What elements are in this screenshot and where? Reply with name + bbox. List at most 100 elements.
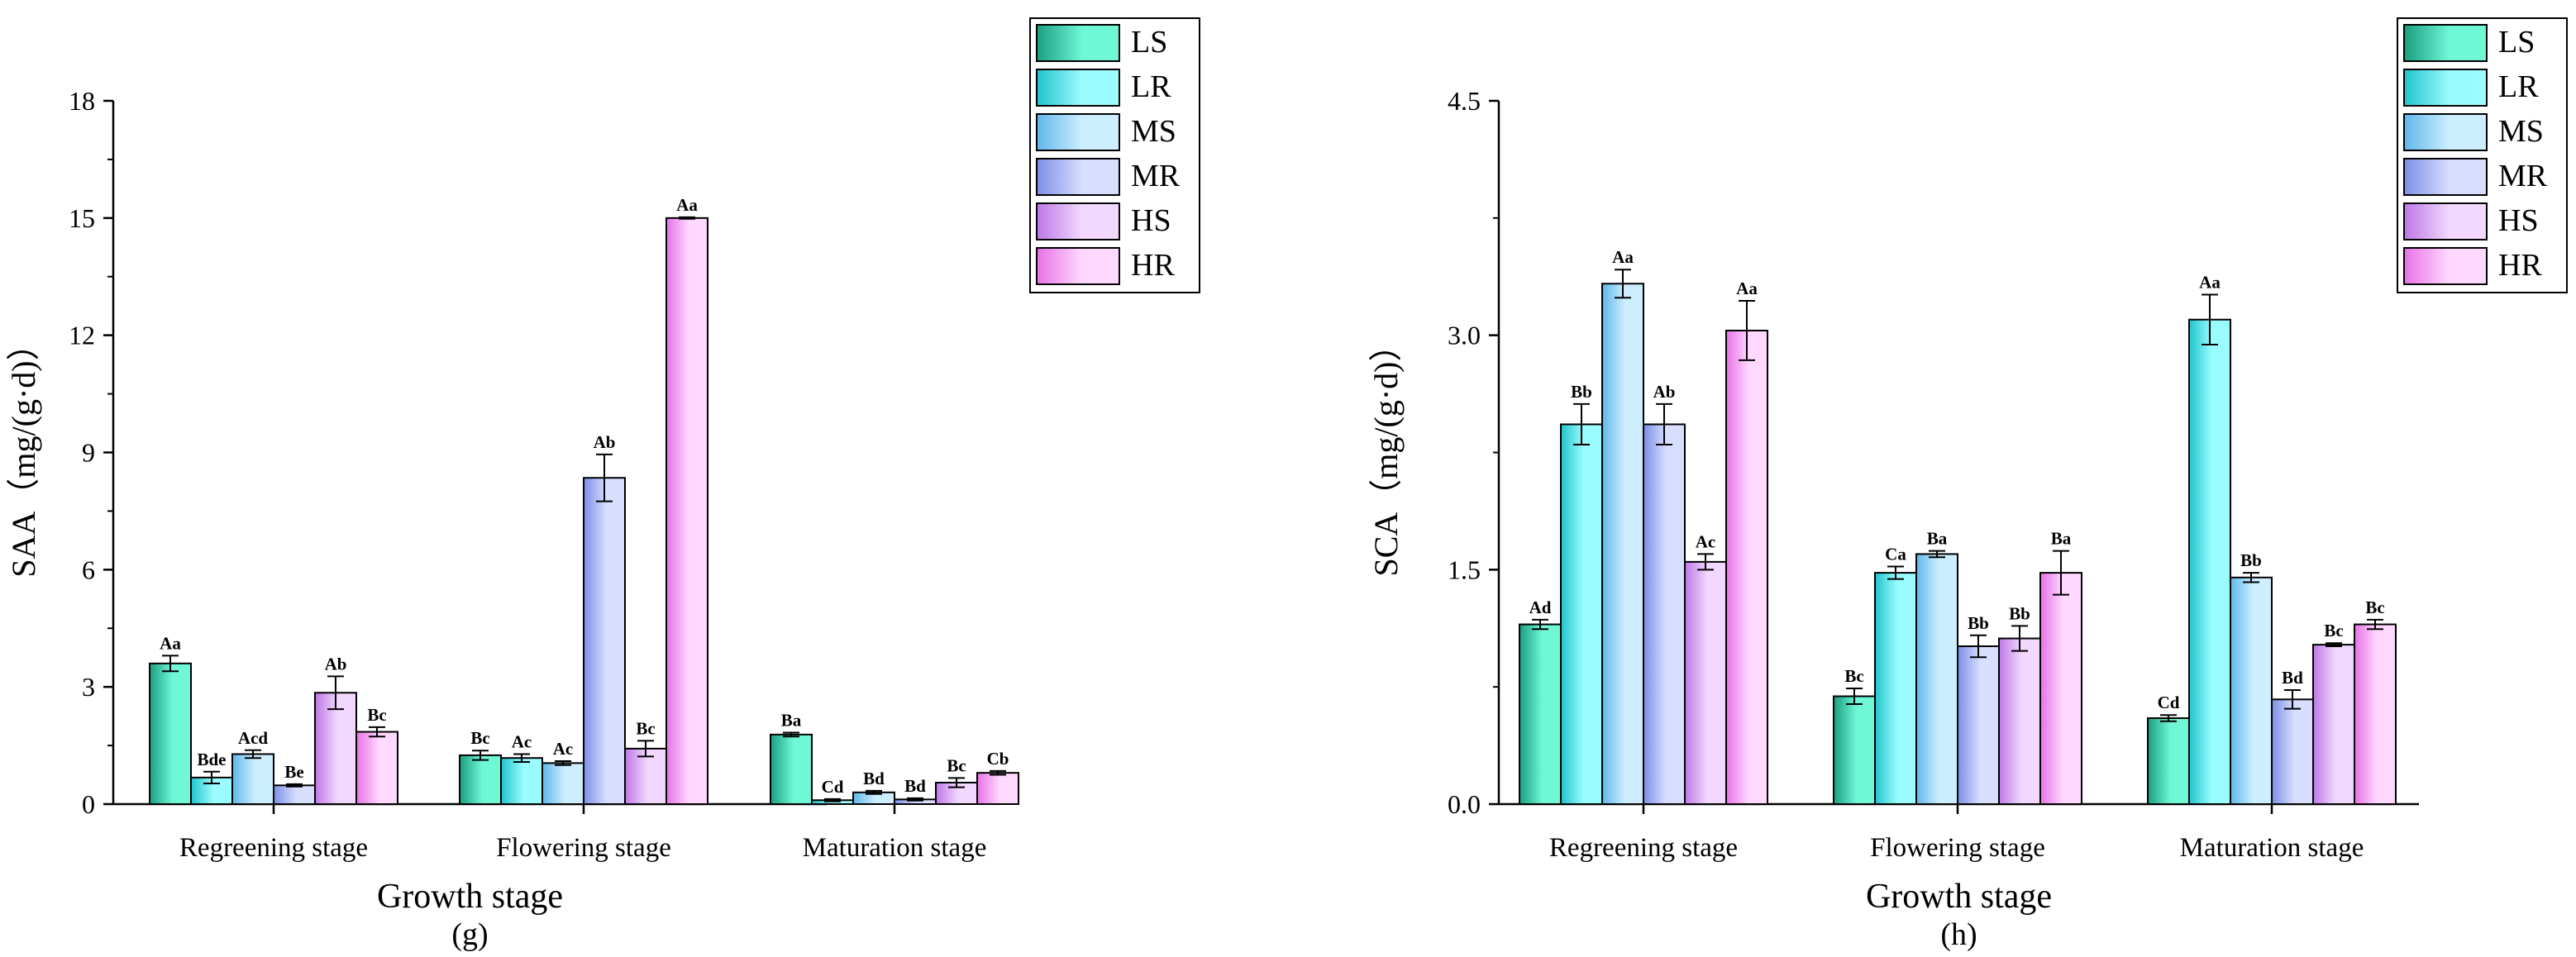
x-tick-label: Flowering stage bbox=[496, 833, 671, 863]
legend-swatch-hr bbox=[2403, 247, 2488, 285]
significance-label: Bc bbox=[636, 718, 655, 738]
significance-label: Bb bbox=[2009, 603, 2030, 623]
bar-hs bbox=[1998, 637, 2041, 806]
bar-mr bbox=[2271, 698, 2314, 805]
y-axis-title: SAA（mg/(g·d)） bbox=[5, 327, 42, 577]
bar-mr bbox=[1643, 423, 1686, 806]
significance-label: Bd bbox=[863, 769, 885, 788]
legend-label-hr: HR bbox=[1131, 248, 1175, 283]
x-tick-label: Regreening stage bbox=[1549, 833, 1738, 863]
legend-swatch-ls bbox=[1036, 24, 1120, 62]
chart-panel-h: 0.0 1.5 3.0 4.5 Regreening stage Flowering st… bbox=[1367, 17, 2568, 952]
bar-hr bbox=[355, 731, 398, 806]
legend-label-lr: LR bbox=[1131, 69, 1171, 104]
legend-label-lr: LR bbox=[2498, 69, 2539, 104]
significance-label: Bde bbox=[197, 750, 226, 769]
y-tick-label: 3 bbox=[82, 672, 95, 702]
legend-label-mr: MR bbox=[2498, 159, 2548, 193]
bar-ls bbox=[770, 733, 813, 806]
bar-ms bbox=[541, 762, 584, 806]
legend-swatch-hr bbox=[1036, 247, 1120, 285]
significance-label: Ca bbox=[1885, 545, 1906, 564]
legend-box bbox=[2397, 17, 2568, 293]
significance-label: Bd bbox=[904, 776, 926, 796]
significance-label: Ba bbox=[2051, 529, 2072, 549]
x-axis-title: Growth stage bbox=[1866, 878, 2052, 916]
significance-label: Ba bbox=[1927, 529, 1948, 549]
legend-label-ms: MS bbox=[1131, 114, 1176, 149]
significance-label: Cd bbox=[822, 777, 844, 797]
significance-label: Acd bbox=[238, 728, 268, 748]
legend-swatch-ms bbox=[2403, 113, 2488, 151]
bar-hs bbox=[1684, 560, 1727, 806]
significance-label: Ac bbox=[512, 731, 532, 751]
bar-hr bbox=[2354, 623, 2397, 805]
bar-hr bbox=[2039, 572, 2082, 805]
bar-ms bbox=[1601, 283, 1644, 805]
significance-label: Bb bbox=[1968, 613, 1989, 633]
significance-label: Ab bbox=[594, 432, 616, 452]
significance-label: Bb bbox=[1571, 382, 1592, 402]
x-tick-label: Flowering stage bbox=[1870, 833, 2045, 863]
bar-mr bbox=[273, 784, 316, 805]
legend-label-ls: LS bbox=[2498, 25, 2535, 60]
significance-label: Bd bbox=[2282, 668, 2303, 688]
significance-label: Cb bbox=[987, 749, 1009, 769]
y-tick-label: 9 bbox=[82, 438, 95, 468]
significance-label: Bc bbox=[367, 705, 386, 725]
legend-swatch-ms bbox=[1036, 113, 1120, 151]
significance-label: Aa bbox=[676, 195, 698, 215]
significance-label: Aa bbox=[2199, 272, 2221, 292]
bar-lr bbox=[500, 757, 543, 805]
bar-hr bbox=[976, 772, 1019, 806]
bar-mr bbox=[583, 477, 626, 805]
significance-label: Ac bbox=[1696, 531, 1716, 551]
significance-label: Bc bbox=[470, 728, 489, 748]
bar-ms bbox=[231, 753, 274, 805]
significance-label: Ba bbox=[781, 710, 802, 730]
y-tick-label: 6 bbox=[82, 555, 95, 584]
significance-label: Ab bbox=[1653, 382, 1676, 402]
y-axis-title: SCA（mg/(g·d)） bbox=[1367, 329, 1405, 577]
y-tick-label: 1.5 bbox=[1448, 555, 1481, 584]
bar-ms bbox=[1915, 553, 1958, 806]
bar-lr bbox=[1874, 572, 1917, 805]
significance-label: Bc bbox=[1844, 666, 1863, 686]
y-tick-label: 12 bbox=[69, 321, 95, 350]
y-tick-label: 18 bbox=[69, 86, 95, 116]
x-tick-label: Maturation stage bbox=[2180, 833, 2364, 863]
significance-label: Cd bbox=[2158, 693, 2180, 712]
legend-label-ms: MS bbox=[2498, 114, 2544, 149]
bar-ls bbox=[2147, 717, 2190, 805]
legend-label-mr: MR bbox=[1131, 159, 1181, 193]
bar-hr bbox=[665, 217, 708, 806]
significance-label: Aa bbox=[1612, 247, 1634, 267]
y-tick-label: 15 bbox=[69, 203, 95, 233]
legend-swatch-lr bbox=[1036, 69, 1120, 107]
significance-label: Ad bbox=[1529, 598, 1552, 617]
legend-swatch-ls bbox=[2403, 24, 2488, 62]
bar-hs bbox=[2312, 644, 2355, 806]
significance-label: Ac bbox=[553, 739, 574, 759]
legend-swatch-mr bbox=[1036, 158, 1120, 196]
y-tick-label: 0 bbox=[82, 789, 95, 819]
bar-lr bbox=[2188, 318, 2231, 805]
bar-ms bbox=[2230, 576, 2273, 805]
x-tick-label: Regreening stage bbox=[179, 833, 368, 863]
significance-label: Be bbox=[284, 762, 303, 782]
bar-ls bbox=[1833, 695, 1876, 805]
y-tick-label: 0.0 bbox=[1448, 789, 1481, 819]
significance-label: Ab bbox=[325, 654, 347, 674]
significance-label: Bc bbox=[2324, 621, 2343, 640]
significance-label: Aa bbox=[1736, 279, 1758, 298]
bar-hr bbox=[1725, 329, 1768, 805]
y-tick-label: 4.5 bbox=[1448, 86, 1481, 116]
legend-label-ls: LS bbox=[1131, 25, 1167, 60]
bar-lr bbox=[1560, 423, 1603, 806]
bar-ls bbox=[459, 754, 502, 805]
significance-label: Bc bbox=[947, 755, 966, 775]
legend-swatch-hs bbox=[2403, 202, 2488, 240]
significance-label: Bb bbox=[2240, 550, 2262, 570]
